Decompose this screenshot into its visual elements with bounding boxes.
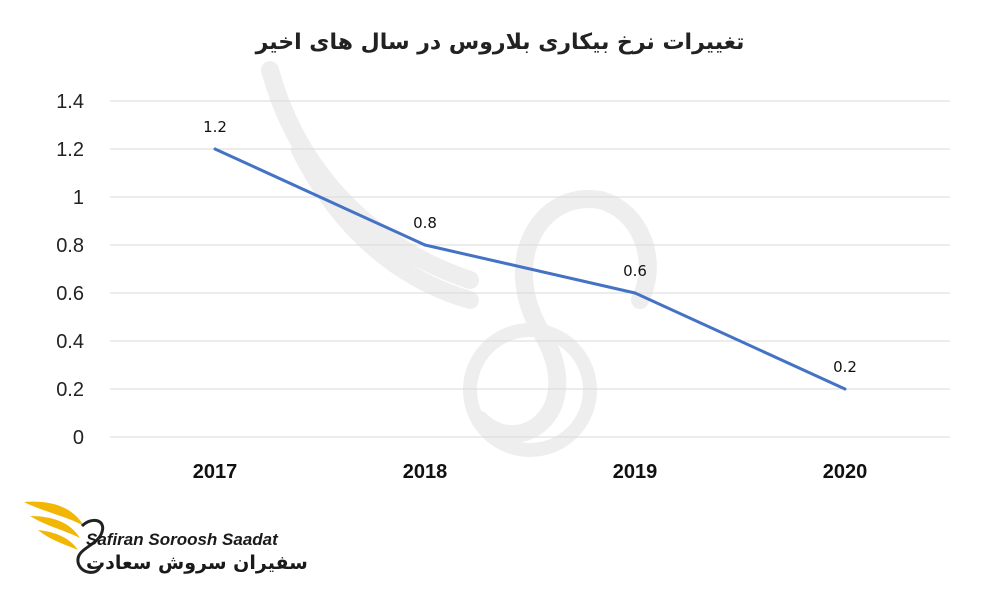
y-tick-label: 0 [73, 427, 84, 449]
brand-name-persian: سفیران سروش سعادت [86, 552, 308, 574]
data-label: 0.8 [413, 214, 437, 232]
data-label: 0.2 [833, 358, 857, 376]
y-tick-label: 0.8 [56, 235, 84, 257]
data-label: 0.6 [623, 262, 647, 280]
y-tick-label: 0.6 [56, 283, 84, 305]
y-tick-label: 0.2 [56, 379, 84, 401]
data-point [423, 243, 427, 247]
brand-logo-icon [24, 501, 105, 574]
data-point [843, 387, 847, 391]
x-tick-label: 2018 [403, 461, 448, 483]
y-tick-label: 1 [73, 187, 84, 209]
y-tick-label: 1.4 [56, 91, 84, 113]
x-tick-label: 2017 [193, 461, 238, 483]
x-tick-label: 2019 [613, 461, 658, 483]
brand-name-english: Safiran Soroosh Saadat [86, 530, 278, 549]
series-line [214, 147, 846, 391]
chart-title: تغییرات نرخ بیکاری بلاروس در سال های اخی… [255, 30, 745, 55]
x-tick-label: 2020 [823, 461, 868, 483]
data-label: 1.2 [203, 118, 227, 136]
data-point [633, 291, 637, 295]
data-point [213, 147, 217, 151]
y-tick-label: 0.4 [56, 331, 84, 353]
y-tick-label: 1.2 [56, 139, 84, 161]
watermark-swan-icon [261, 61, 657, 457]
